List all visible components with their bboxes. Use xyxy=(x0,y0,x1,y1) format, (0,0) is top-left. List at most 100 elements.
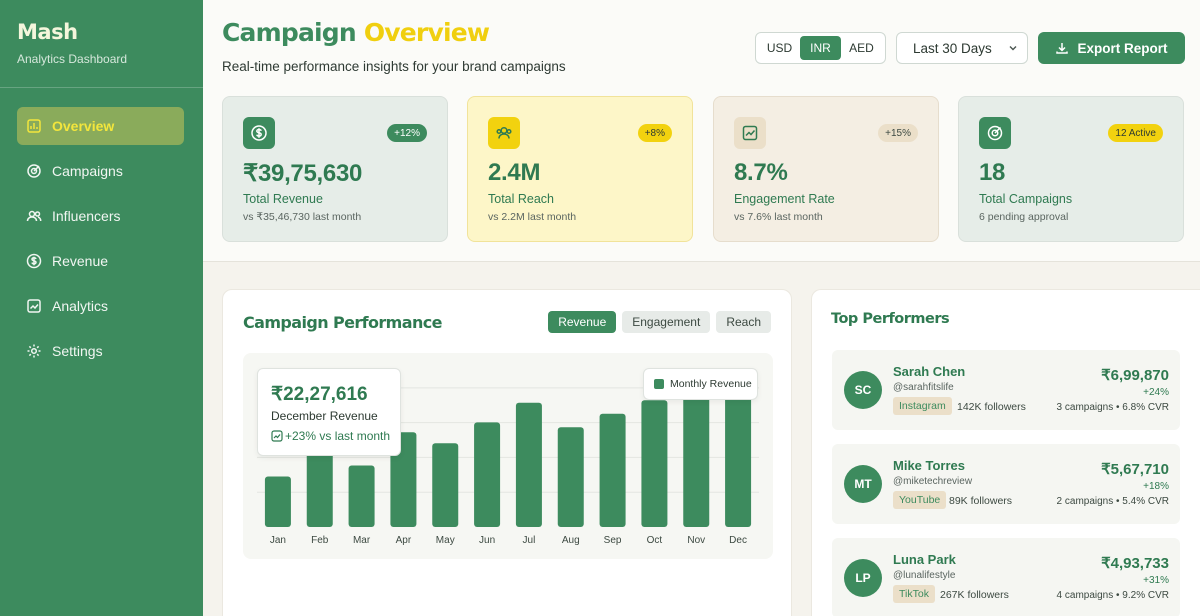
performer-revenue: ₹5,67,710 xyxy=(1101,461,1169,478)
stat-comparison: vs 2.2M last month xyxy=(488,211,577,223)
performer-meta: 2 campaigns • 5.4% CVR xyxy=(1056,496,1169,507)
chart-tick-label: Jun xyxy=(479,535,495,546)
tab-revenue[interactable]: Revenue xyxy=(548,311,617,333)
chart-tooltip: ₹22,27,616 December Revenue +23% vs last… xyxy=(257,368,401,456)
stat-label: Total Revenue xyxy=(243,192,323,206)
chart-tick-label: Dec xyxy=(729,535,747,546)
stat-value: 18 xyxy=(979,159,1006,186)
sidebar-item-label: Settings xyxy=(52,343,103,359)
stat-value: 2.4M xyxy=(488,159,541,186)
performer-name: Sarah Chen xyxy=(893,364,966,379)
chevron-down-icon xyxy=(1009,46,1017,51)
performer-change: +24% xyxy=(1143,387,1169,398)
chart-bar-jun[interactable] xyxy=(474,422,501,527)
period-select-value: Last 30 Days xyxy=(913,40,992,56)
sidebar: Mash Analytics Dashboard Overview Campai… xyxy=(0,0,203,616)
performer-handle: @miketechreview xyxy=(893,476,973,487)
sidebar-item-label: Campaigns xyxy=(52,163,123,179)
stat-card-revenue[interactable]: +12% ₹39,75,630 Total Revenue vs ₹35,46,… xyxy=(222,96,448,242)
performer-followers: 89K followers xyxy=(949,495,1013,507)
stat-label: Total Campaigns xyxy=(979,192,1073,206)
stat-card-engagement[interactable]: +15% 8.7% Engagement Rate vs 7.6% last m… xyxy=(713,96,939,242)
tooltip-label: December Revenue xyxy=(271,409,378,423)
chart-bar-sep[interactable] xyxy=(599,413,626,527)
chart-tick-label: Aug xyxy=(562,535,580,546)
dollar-icon xyxy=(243,117,275,149)
chart-bar-jan[interactable] xyxy=(264,476,291,527)
stat-card-reach[interactable]: +8% 2.4M Total Reach vs 2.2M last month xyxy=(467,96,693,242)
performer-meta: 3 campaigns • 6.8% CVR xyxy=(1056,402,1169,413)
performer-meta: 4 campaigns • 9.2% CVR xyxy=(1056,590,1169,601)
trend-icon xyxy=(734,117,766,149)
chart-bar-mar[interactable] xyxy=(348,465,375,527)
brand-logo[interactable]: Mash xyxy=(17,20,78,44)
tab-reach[interactable]: Reach xyxy=(716,311,771,333)
performer-handle: @sarahfitslife xyxy=(893,382,954,393)
chart-icon xyxy=(26,118,42,134)
chart-tick-label: Jan xyxy=(270,535,286,546)
sidebar-item-revenue[interactable]: Revenue xyxy=(17,242,184,280)
sidebar-item-label: Revenue xyxy=(52,253,109,269)
tab-engagement[interactable]: Engagement xyxy=(622,311,711,333)
chart-bar-jul[interactable] xyxy=(515,402,542,527)
campaign-performance-title: Campaign Performance xyxy=(243,313,442,332)
currency-usd-button[interactable]: USD xyxy=(766,41,793,55)
export-report-button[interactable]: Export Report xyxy=(1038,32,1185,64)
legend-swatch xyxy=(654,379,664,389)
sidebar-item-campaigns[interactable]: Campaigns xyxy=(17,152,184,190)
performer-followers: 267K followers xyxy=(940,589,1009,601)
stat-comparison: vs 7.6% last month xyxy=(734,211,823,223)
currency-switcher: USD INR AED xyxy=(755,32,886,64)
stat-card-campaigns[interactable]: 12 Active 18 Total Campaigns 6 pending a… xyxy=(958,96,1184,242)
performer-handle: @lunalifestyle xyxy=(893,570,956,581)
currency-inr-button[interactable]: INR xyxy=(800,36,841,60)
trend-icon xyxy=(271,430,283,442)
sidebar-item-settings[interactable]: Settings xyxy=(17,332,184,370)
chart-bar-apr[interactable] xyxy=(390,432,417,527)
campaign-performance-panel: Campaign Performance Revenue Engagement … xyxy=(222,289,792,616)
platform-badge: Instagram xyxy=(893,397,952,415)
page-header: Campaign Overview Real-time performance … xyxy=(203,0,1200,262)
performer-revenue: ₹4,93,733 xyxy=(1101,555,1169,572)
sidebar-item-label: Overview xyxy=(52,118,115,134)
export-report-label: Export Report xyxy=(1077,40,1168,56)
tooltip-value: ₹22,27,616 xyxy=(271,384,368,405)
chart-bar-feb[interactable] xyxy=(306,453,333,527)
chart-bar-oct[interactable] xyxy=(641,400,668,527)
sidebar-item-influencers[interactable]: Influencers xyxy=(17,197,184,235)
sidebar-nav: Overview Campaigns Influencers Revenue A… xyxy=(17,107,184,377)
revenue-chart-svg: Jan Feb Mar Apr May Jun Jul Aug Sep Oct Nov Dec xyxy=(257,373,759,546)
sidebar-item-label: Influencers xyxy=(52,208,121,224)
chart-tick-label: Apr xyxy=(396,535,412,546)
chart-legend: Monthly Revenue xyxy=(643,368,758,400)
chart-tick-label: Jul xyxy=(523,535,536,546)
stat-value: 8.7% xyxy=(734,159,788,186)
target-icon xyxy=(979,117,1011,149)
performer-card[interactable]: LP Luna Park @lunalifestyle TikTok 267K … xyxy=(832,538,1180,616)
chart-bar-dec[interactable] xyxy=(725,373,752,527)
performer-change: +18% xyxy=(1143,481,1169,492)
stat-badge: +15% xyxy=(878,124,918,142)
performer-card[interactable]: SC Sarah Chen @sarahfitslife Instagram 1… xyxy=(832,350,1180,430)
page-title-main: Campaign xyxy=(222,18,357,47)
chart-tick-label: Sep xyxy=(604,535,622,546)
sidebar-item-overview[interactable]: Overview xyxy=(17,107,184,145)
performer-card[interactable]: MT Mike Torres @miketechreview YouTube 8… xyxy=(832,444,1180,524)
period-select[interactable]: Last 30 Days xyxy=(896,32,1028,64)
currency-aed-button[interactable]: AED xyxy=(849,41,874,55)
chart-bar-aug[interactable] xyxy=(557,427,584,527)
chart-bar-may[interactable] xyxy=(432,443,459,527)
performance-tabs: Revenue Engagement Reach xyxy=(542,311,771,333)
brand-subtitle: Analytics Dashboard xyxy=(17,52,128,66)
stat-comparison: 6 pending approval xyxy=(979,211,1069,223)
stat-badge: 12 Active xyxy=(1108,124,1163,142)
users-icon xyxy=(488,117,520,149)
sidebar-divider xyxy=(0,87,203,88)
stat-value: ₹39,75,630 xyxy=(243,160,363,187)
sidebar-item-analytics[interactable]: Analytics xyxy=(17,287,184,325)
performer-change: +31% xyxy=(1143,575,1169,586)
tooltip-change-text: +23% vs last month xyxy=(285,429,391,443)
page-title: Campaign Overview xyxy=(222,18,490,47)
chart-bar-nov[interactable] xyxy=(683,385,710,527)
page-title-highlight: Overview xyxy=(363,18,490,47)
